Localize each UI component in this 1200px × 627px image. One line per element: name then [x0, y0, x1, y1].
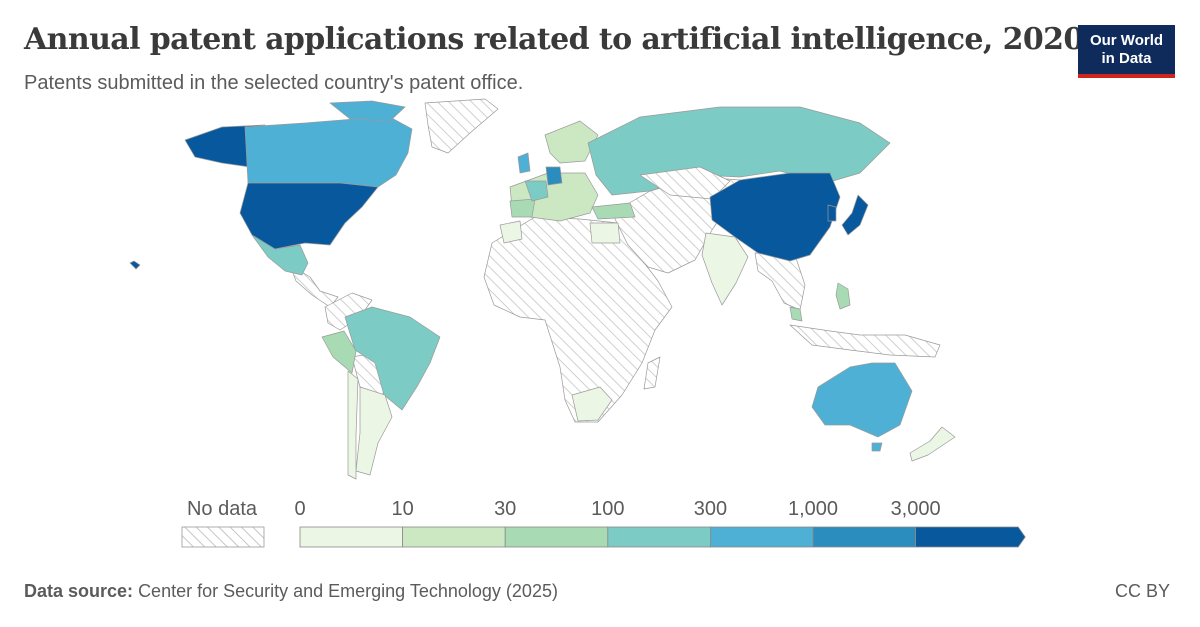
data-source-label: Data source: — [24, 581, 134, 601]
country-united-kingdom[interactable] — [517, 152, 531, 174]
legend-no-data-swatch[interactable] — [181, 526, 265, 548]
color-legend: No data 0 10 30 100 300 1,000 3,000 — [181, 498, 1026, 548]
logo-line-1: Our World — [1089, 32, 1164, 49]
legend-bin[interactable] — [299, 526, 403, 548]
country-canada[interactable] — [244, 116, 413, 188]
legend-tick-label: 0 — [294, 498, 305, 520]
country-argentina[interactable] — [355, 386, 393, 476]
legend-bin[interactable] — [812, 526, 916, 548]
legend-tick-label: 300 — [694, 498, 727, 520]
country-mexico[interactable] — [251, 234, 309, 276]
country-germany[interactable] — [545, 166, 563, 186]
country-united-states[interactable] — [239, 182, 379, 250]
legend-tick-label: 1,000 — [788, 498, 838, 520]
legend-bin[interactable] — [915, 526, 1026, 548]
country-malaysia[interactable] — [789, 306, 803, 322]
country-chile[interactable] — [347, 370, 359, 480]
region-tasmania[interactable] — [871, 442, 883, 452]
chart-title: Annual patent applications related to ar… — [24, 22, 1084, 57]
legend-tick-label: 30 — [494, 498, 516, 520]
country-japan[interactable] — [841, 194, 869, 236]
country-egypt[interactable] — [589, 222, 621, 244]
chart-subtitle: Patents submitted in the selected countr… — [24, 72, 524, 94]
legend-bin[interactable] — [710, 526, 814, 548]
country-south-africa[interactable] — [571, 386, 613, 422]
country-peru[interactable] — [321, 330, 357, 374]
legend-bin[interactable] — [607, 526, 711, 548]
legend-bin[interactable] — [402, 526, 506, 548]
country-madagascar[interactable] — [643, 356, 661, 390]
region-southeast-asia[interactable] — [754, 252, 806, 311]
legend-tick-label: 10 — [391, 498, 413, 520]
country-south-korea[interactable] — [827, 204, 837, 222]
region-canada-arctic-islands[interactable] — [329, 100, 406, 122]
country-china[interactable] — [709, 172, 841, 262]
country-kazakhstan[interactable] — [639, 166, 731, 200]
country-australia[interactable] — [811, 362, 913, 438]
legend-tick-label: 100 — [591, 498, 624, 520]
logo-line-2: in Data — [1101, 50, 1152, 67]
country-morocco[interactable] — [499, 220, 523, 244]
country-spain[interactable] — [509, 198, 536, 218]
country-india[interactable] — [701, 232, 749, 306]
legend-tick-label: 3,000 — [891, 498, 941, 520]
legend-no-data-label: No data — [187, 498, 258, 520]
region-scandinavia[interactable] — [544, 120, 599, 164]
country-greenland[interactable] — [424, 98, 499, 154]
country-turkey[interactable] — [591, 202, 636, 220]
world-map — [129, 98, 956, 480]
owid-logo[interactable]: Our World in Data — [1078, 25, 1175, 78]
country-brazil[interactable] — [344, 306, 441, 411]
data-source-text[interactable]: Center for Security and Emerging Technol… — [138, 581, 558, 601]
data-source: Data source: Center for Security and Eme… — [24, 581, 558, 602]
license-label[interactable]: CC BY — [1114, 581, 1170, 601]
country-france[interactable] — [524, 180, 549, 202]
legend-bin[interactable] — [504, 526, 609, 548]
region-hawaii[interactable] — [129, 260, 141, 270]
country-new-zealand[interactable] — [909, 426, 956, 462]
country-philippines[interactable] — [835, 282, 851, 310]
region-indonesia-new-guinea[interactable] — [789, 324, 941, 358]
